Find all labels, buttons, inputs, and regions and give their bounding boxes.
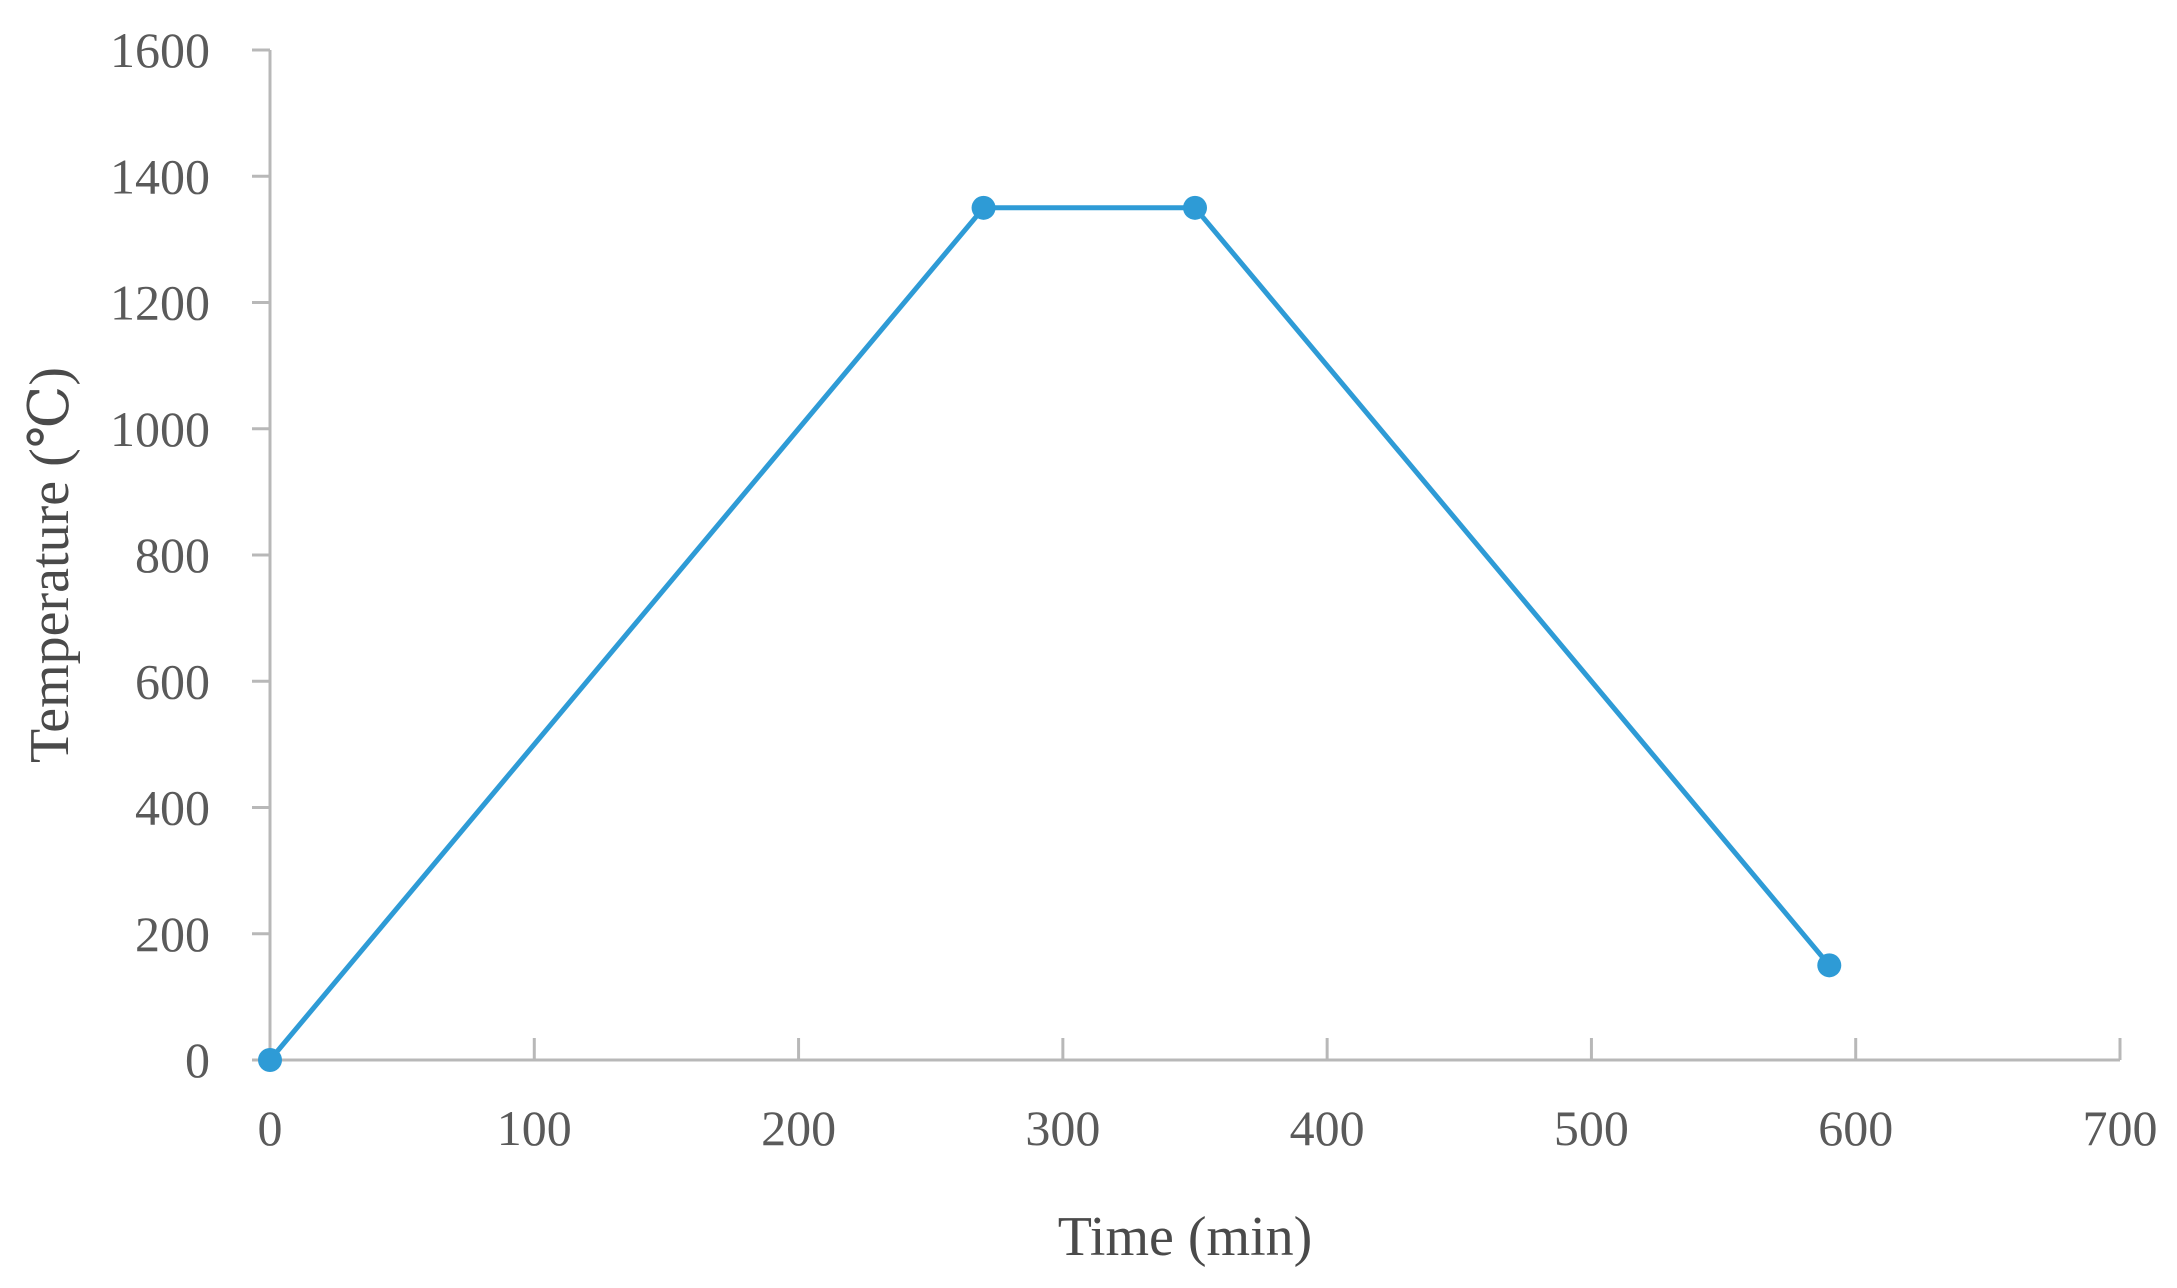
x-tick-label: 700: [2083, 1100, 2158, 1156]
data-point: [1817, 953, 1842, 978]
y-axis-title: Temperature (℃): [19, 367, 81, 763]
x-tick-label: 100: [497, 1100, 572, 1156]
y-tick-label: 1200: [110, 275, 210, 331]
data-point: [1183, 195, 1207, 220]
y-tick-label: 0: [185, 1032, 210, 1088]
y-tick-label: 400: [135, 780, 210, 836]
x-tick-label: 400: [1290, 1100, 1365, 1156]
x-tick-label: 300: [1025, 1100, 1100, 1156]
y-tick-label: 1000: [110, 401, 210, 457]
x-ticks: 0 100 200 300 400 500 600 700: [258, 1038, 2158, 1156]
y-tick-label: 800: [135, 527, 210, 583]
x-tick-label: 600: [1818, 1100, 1893, 1156]
y-ticks: 0 200 400 600 800 1000 1200 1400 1600: [110, 22, 270, 1088]
x-axis-title: Time (min): [1058, 1206, 1313, 1268]
data-point: [971, 195, 996, 220]
data-point: [258, 1048, 282, 1072]
y-tick-label: 200: [135, 906, 210, 962]
y-tick-label: 600: [135, 653, 210, 709]
series-line: [268, 205, 1832, 1062]
x-tick-label: 0: [258, 1100, 283, 1156]
series-layer: [258, 195, 1842, 1072]
y-tick-label: 1400: [110, 148, 210, 204]
y-tick-label: 1600: [110, 22, 210, 78]
x-tick-label: 200: [761, 1100, 836, 1156]
x-tick-label: 500: [1554, 1100, 1629, 1156]
